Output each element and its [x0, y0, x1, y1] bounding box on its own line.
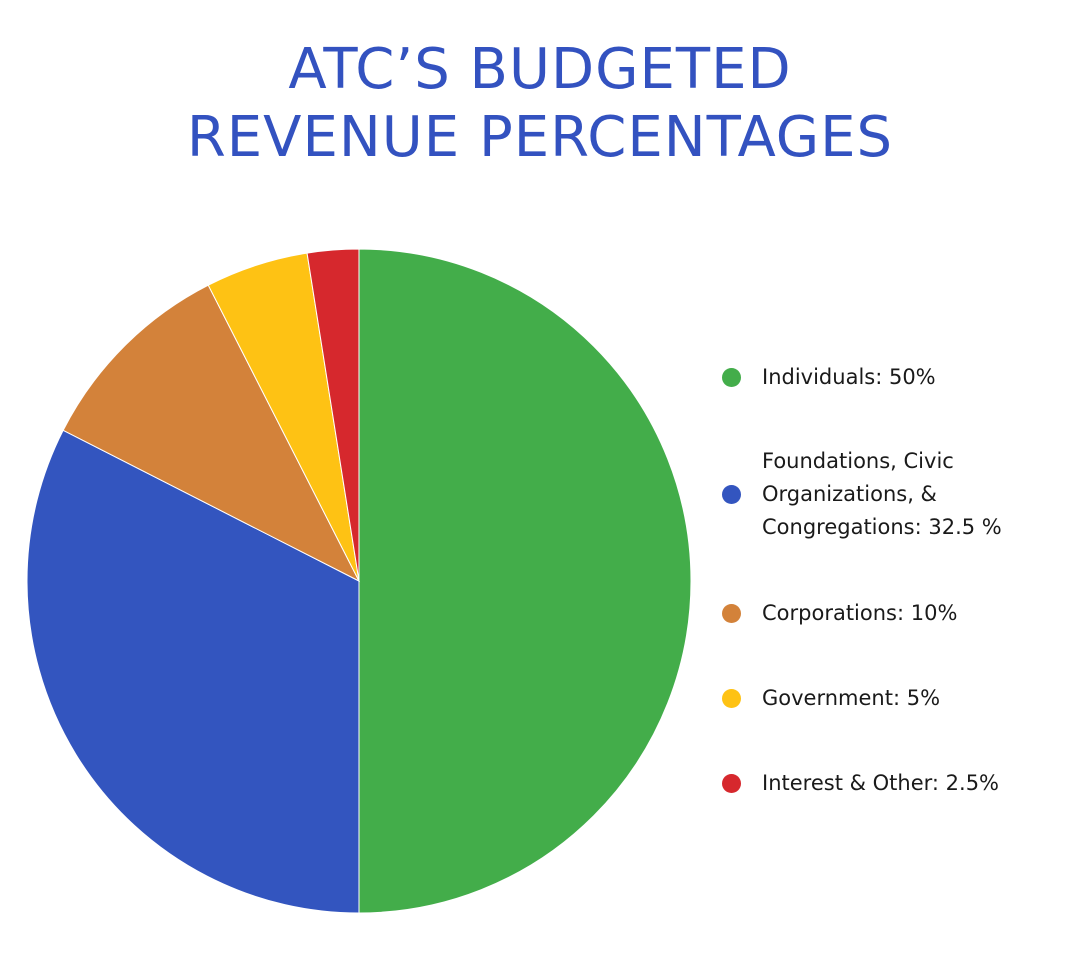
legend-swatch-foundations — [722, 485, 741, 504]
pie-slices — [26, 248, 692, 914]
legend-label-government: Government: 5% — [762, 686, 941, 710]
legend-label-interest: Interest & Other: 2.5% — [762, 771, 1000, 795]
chart-title-line-1: ATC’S BUDGETED — [288, 37, 792, 102]
legend-item-foundations: Foundations, Civic Organizations, & Cong… — [722, 445, 1002, 544]
legend-item-interest: Interest & Other: 2.5% — [722, 767, 999, 800]
legend-item-corporations: Corporations: 10% — [722, 597, 957, 630]
legend-swatch-corporations — [722, 604, 741, 623]
chart-title-line-2: REVENUE PERCENTAGES — [186, 105, 894, 170]
legend-label-foundations: Foundations, Civic Organizations, & Cong… — [762, 449, 1002, 539]
pie-slice-interest — [306, 248, 360, 582]
chart-title: ATC’S BUDGETED REVENUE PERCENTAGES — [0, 36, 1080, 172]
legend-swatch-interest — [722, 774, 741, 793]
pie-chart — [26, 248, 692, 914]
pie-slice-individuals — [358, 248, 692, 914]
pie-slice-foundations — [26, 429, 360, 914]
legend-item-individuals: Individuals: 50% — [722, 361, 936, 394]
legend-item-government: Government: 5% — [722, 682, 940, 715]
legend-swatch-government — [722, 689, 741, 708]
legend-label-corporations: Corporations: 10% — [762, 601, 958, 625]
legend-label-individuals: Individuals: 50% — [762, 365, 936, 389]
pie-slice-corporations — [62, 284, 361, 583]
legend-swatch-individuals — [722, 368, 741, 387]
